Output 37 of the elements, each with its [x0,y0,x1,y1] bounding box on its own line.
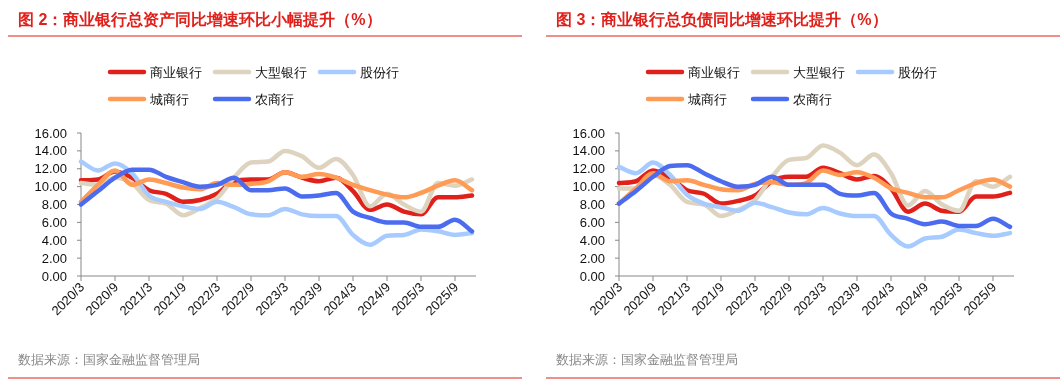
y-tick-label: 8.00 [41,197,67,212]
y-tick-label: 14.00 [572,143,605,159]
line-series [78,159,475,247]
legend-label: 大型银行 [255,65,307,80]
source-note: 数据来源：国家金融监督管理局 [18,352,200,367]
legend-label: 股份行 [898,65,937,80]
y-tick-label: 16.00 [34,125,67,141]
y-tick-label: 4.00 [579,232,605,248]
legend-label: 商业银行 [688,65,740,80]
y-tick-label: 12.00 [572,161,605,177]
y-tick-label: 0.00 [579,268,605,284]
y-tick-label: 4.00 [41,232,67,248]
legend-label: 商业银行 [150,65,202,80]
chart-title: 图 2：商业银行总资产同比增速环比小幅提升（%） [18,11,382,29]
legend-label: 城商行 [687,92,727,107]
line-series [78,168,475,205]
y-tick-label: 6.00 [41,214,67,230]
y-tick-label: 8.00 [579,197,605,212]
y-tick-label: 12.00 [34,161,67,177]
legend-label: 城商行 [149,92,189,107]
y-tick-label: 6.00 [579,214,605,230]
chart-title: 图 3：商业银行总负债同比增速环比提升（%） [556,11,888,29]
y-tick-label: 0.00 [41,268,67,284]
line-series [616,160,1013,249]
legend-label: 农商行 [255,92,294,107]
legend-label: 农商行 [793,92,832,107]
source-note: 数据来源：国家金融监督管理局 [556,352,738,367]
y-tick-label: 2.00 [41,250,67,266]
y-tick-label: 2.00 [579,250,605,266]
y-tick-label: 10.00 [572,179,605,195]
y-tick-label: 14.00 [34,143,67,159]
line-series [78,167,475,234]
legend-label: 股份行 [360,65,399,80]
y-tick-label: 16.00 [572,125,605,141]
legend-label: 大型银行 [793,65,845,80]
line-series [616,162,1013,230]
y-tick-label: 10.00 [34,179,67,195]
